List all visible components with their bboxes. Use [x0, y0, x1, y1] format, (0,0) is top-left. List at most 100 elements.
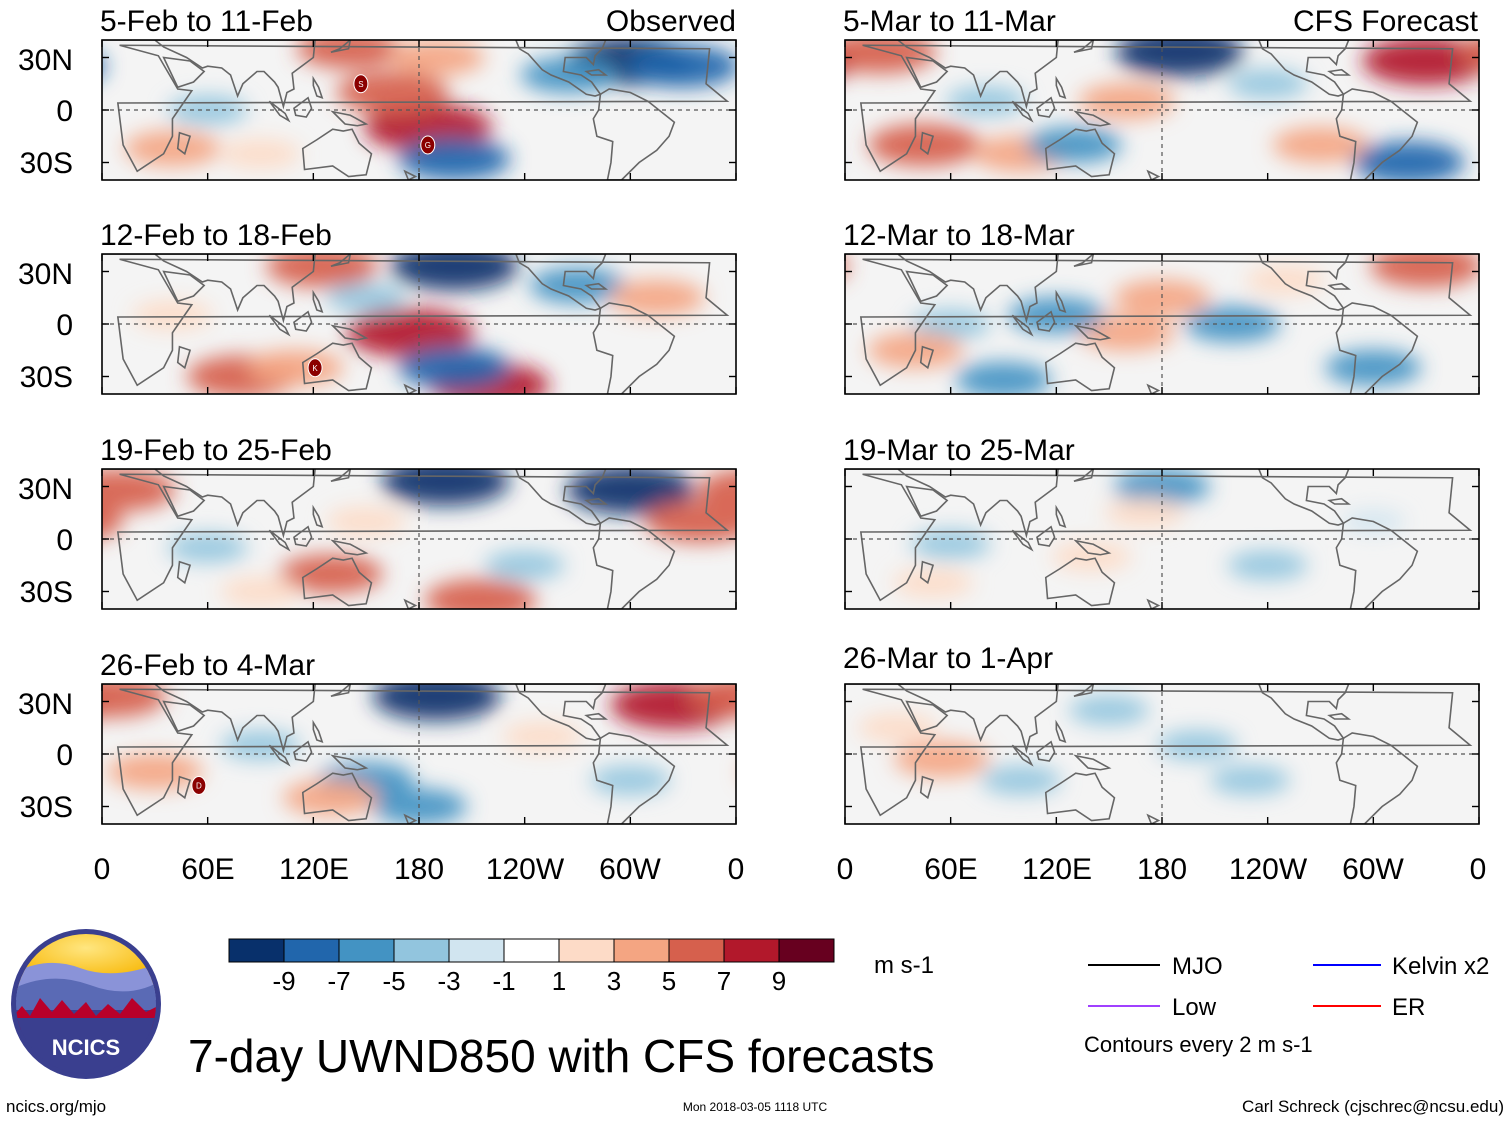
anomaly-blob — [1227, 550, 1308, 581]
anomaly-blob — [529, 267, 626, 304]
coastline-nzealand — [403, 169, 418, 180]
x-axis-labels-right: 0 60E 120E 180 120W 60W 0 — [837, 853, 1487, 886]
coastline-cuba — [1327, 68, 1352, 76]
y-tick-label: 30S — [20, 576, 73, 609]
anomaly-blob — [336, 71, 449, 114]
x-tick-label: 0 — [1470, 853, 1487, 886]
panel-frame — [844, 253, 1480, 395]
coastline-australia — [1044, 128, 1116, 178]
panel-fc-1 — [844, 39, 1510, 181]
coastline-philippines — [1055, 289, 1067, 314]
anomaly-blob — [845, 40, 937, 74]
coastline-europeAsia — [102, 254, 316, 324]
coastline-borneo — [293, 310, 313, 332]
coastline-europeAsia — [102, 469, 316, 539]
footer-url[interactable]: ncics.org/mjo — [6, 1097, 106, 1116]
coastline-newguinea — [330, 110, 369, 127]
y-tick-label: 0 — [56, 739, 73, 772]
coastline-africa — [116, 473, 730, 602]
colorbar-segment — [283, 938, 340, 963]
anomaly-blob — [132, 300, 213, 331]
coastline-japan — [1073, 254, 1095, 268]
anomaly-blob — [326, 282, 407, 313]
anomaly-blob — [372, 684, 501, 721]
coastline-japan — [1073, 684, 1095, 698]
anomaly-blob — [1501, 332, 1510, 368]
coastline-japan — [1073, 40, 1095, 54]
anomaly-blob — [1502, 124, 1510, 166]
coastlines — [845, 40, 1473, 180]
anomaly-field — [102, 469, 736, 609]
coastline-europeAsia — [102, 40, 316, 110]
coastline-samerica — [592, 732, 676, 824]
x-tick-label: 0 — [837, 853, 854, 886]
storm-marker-label: K — [312, 364, 318, 373]
coastline-philippines — [312, 719, 324, 744]
panel-frame: SG — [101, 39, 737, 181]
coastline-australia — [1044, 772, 1116, 822]
colorbar-segment — [503, 938, 560, 963]
logo-hill-mid — [16, 978, 156, 1010]
storm-marker-label: D — [196, 782, 202, 791]
coastline-cuba — [1327, 282, 1352, 290]
coastline-borneo — [293, 740, 313, 762]
coastline-arabia — [162, 270, 206, 303]
panel-frame — [101, 468, 737, 610]
anomaly-blob — [102, 505, 123, 538]
coastline-australia — [301, 342, 373, 392]
coastline-cuba — [584, 282, 609, 290]
coastline-nzealand — [403, 383, 418, 394]
anomaly-blob — [868, 123, 981, 167]
anomaly-blob — [167, 532, 248, 563]
coastlines — [845, 254, 1473, 394]
x-tick-label: 60E — [924, 853, 977, 886]
anomaly-field — [102, 254, 736, 394]
coastlines — [845, 684, 1473, 824]
coastline-newguinea — [330, 539, 369, 556]
coastline-borneo — [1036, 96, 1056, 118]
anomaly-blob — [1370, 254, 1479, 288]
coastline-europeAsia — [845, 684, 1059, 754]
coastline-philippines — [1055, 719, 1067, 744]
anomaly-blob — [1325, 349, 1422, 386]
coastline-samerica — [592, 88, 676, 180]
x-axis-labels-left: 0 60E 120E 180 120W 60W 0 — [94, 853, 745, 886]
coastline-cuba — [584, 712, 609, 720]
anomaly-blob — [627, 45, 736, 88]
coastline-australia — [1044, 342, 1116, 392]
anomaly-blob — [688, 684, 736, 718]
coastlines — [102, 684, 730, 824]
coastline-newguinea — [330, 324, 369, 341]
coastline-namerica — [1257, 469, 1350, 526]
coastline-arabia — [905, 485, 949, 518]
colorbar-tick-label: 5 — [662, 966, 676, 996]
panel-frame: K — [101, 253, 737, 395]
y-tick-label: 30S — [20, 791, 73, 824]
anomaly-blob — [1051, 541, 1132, 572]
coastline-madagascar — [919, 775, 935, 800]
coastline-africa — [859, 258, 1473, 387]
coastline-madagascar — [176, 775, 192, 800]
anomaly-blob — [644, 500, 736, 543]
colorbar-tick-label: 3 — [607, 966, 621, 996]
coastline-borneo — [1036, 740, 1056, 762]
coastline-africa — [859, 473, 1473, 602]
ncics-logo: NCICS — [11, 929, 161, 1079]
coastline-arabia — [162, 485, 206, 518]
x-tick-label: 180 — [394, 853, 444, 886]
coastline-borneo — [293, 96, 313, 118]
anomaly-blob — [220, 576, 301, 607]
panel-fc-3 — [844, 468, 1480, 610]
coastline-nzealand — [1146, 598, 1161, 609]
coastline-madagascar — [919, 131, 935, 156]
anomaly-blob — [741, 754, 837, 790]
coastline-japan — [1073, 469, 1095, 483]
anomaly-blob — [893, 741, 990, 778]
coastline-borneo — [1036, 525, 1056, 547]
panel-obs-3 — [101, 468, 737, 610]
colorbar — [228, 938, 835, 963]
coastline-philippines — [312, 504, 324, 529]
y-tick-label: 0 — [56, 95, 73, 128]
colorbar-segment — [723, 938, 780, 963]
coastline-madagascar — [919, 560, 935, 585]
